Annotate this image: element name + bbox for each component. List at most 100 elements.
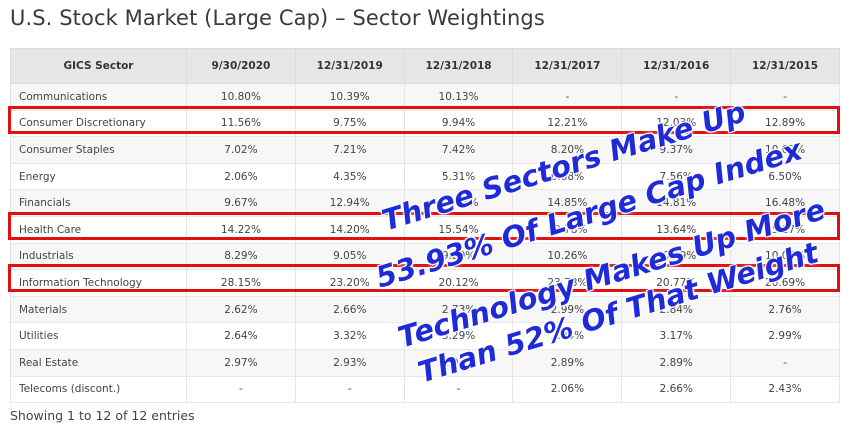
weight-cell: -: [512, 83, 623, 111]
column-header[interactable]: 12/31/2019: [294, 48, 405, 84]
sector-name-cell: Financials: [10, 189, 187, 217]
weight-cell: 12.03%: [621, 110, 732, 138]
weight-cell: 9.75%: [294, 110, 405, 138]
table-row: Telecoms (discont.) - - -2.06% 2.66% 2.43%: [10, 376, 840, 404]
weight-cell: 7.56%: [621, 163, 732, 191]
sector-name-cell: Energy: [10, 163, 187, 191]
weight-cell: 23.20%: [294, 269, 405, 297]
weight-cell: 2.73%: [403, 296, 514, 324]
weight-cell: 2.66%: [294, 296, 405, 324]
weight-cell: 13.78%: [512, 216, 623, 244]
weight-cell: 20.12%: [403, 269, 514, 297]
weight-cell: 8.20%: [512, 136, 623, 164]
weight-cell: 13.64%: [621, 216, 732, 244]
weight-cell: 2.62%: [186, 296, 296, 324]
weight-cell: 15.17%: [730, 216, 840, 244]
weight-cell: 10.13%: [403, 83, 514, 111]
table-row: Consumer Staples 7.02% 7.21% 7.42% 8.20% 9.37…: [10, 136, 840, 164]
table-row: Communications 10.80% 10.39% 10.13% - - -: [10, 83, 840, 111]
sector-name-cell: Utilities: [10, 322, 187, 350]
table-row: Materials 2.62% 2.66% 2.73% 2.99% 2.84% 2.76%: [10, 296, 840, 324]
weight-cell: 9.67%: [186, 189, 296, 217]
sector-name-cell: Consumer Discretionary: [10, 110, 187, 138]
weight-cell: 2.97%: [403, 349, 514, 377]
weight-cell: -: [730, 349, 840, 377]
weight-cell: 28.15%: [186, 269, 296, 297]
weight-cell: 10.39%: [294, 83, 405, 111]
weight-cell: -: [403, 376, 514, 404]
weight-cell: 12.94%: [294, 189, 405, 217]
weight-cell: 6.08%: [512, 163, 623, 191]
weight-cell: 23.78%: [512, 269, 623, 297]
weight-cell: 12.89%: [730, 110, 840, 138]
page-title: U.S. Stock Market (Large Cap) – Sector W…: [10, 6, 545, 30]
weight-cell: 16.48%: [730, 189, 840, 217]
weight-cell: 10.80%: [186, 83, 296, 111]
column-header[interactable]: 12/31/2016: [621, 48, 732, 84]
weight-cell: 12.21%: [512, 110, 623, 138]
weight-cell: 14.85%: [512, 189, 623, 217]
sector-name-cell: Real Estate: [10, 349, 187, 377]
weight-cell: 7.21%: [294, 136, 405, 164]
table-row: Utilities 2.64% 3.32% 3.29% 2.94% 3.17% 2.99%: [10, 322, 840, 350]
weight-cell: 3.32%: [294, 322, 405, 350]
column-header[interactable]: 12/31/2015: [730, 48, 840, 84]
table-row: Real Estate 2.97% 2.93% 2.97% 2.89% 2.89% -: [10, 349, 840, 377]
weight-cell: 6.50%: [730, 163, 840, 191]
weight-cell: 9.37%: [621, 136, 732, 164]
weight-cell: 2.66%: [621, 376, 732, 404]
sector-name-cell: Materials: [10, 296, 187, 324]
weight-cell: 2.99%: [512, 296, 623, 324]
weight-cell: 7.02%: [186, 136, 296, 164]
weight-cell: 9.94%: [403, 110, 514, 138]
weight-cell: 11.56%: [186, 110, 296, 138]
table-row: Energy 2.06% 4.35% 5.31% 6.08% 7.56% 6.50%: [10, 163, 840, 191]
table-row: Health Care 14.22% 14.20% 15.54% 13.78% 13.64…: [10, 216, 840, 244]
weight-cell: 2.94%: [512, 322, 623, 350]
weight-cell: 2.89%: [512, 349, 623, 377]
table-row: Financials 9.67% 12.94% 13.31% 14.85% 14.81% 1…: [10, 189, 840, 217]
weight-cell: 10.19%: [621, 243, 732, 271]
weight-cell: 4.35%: [294, 163, 405, 191]
weight-cell: 3.29%: [403, 322, 514, 350]
weight-cell: 20.69%: [730, 269, 840, 297]
weight-cell: 2.97%: [186, 349, 296, 377]
weight-cell: 14.81%: [621, 189, 732, 217]
table-body: Communications 10.80% 10.39% 10.13% - - - Consu…: [10, 83, 840, 404]
weight-cell: 15.54%: [403, 216, 514, 244]
weight-cell: 9.20%: [403, 243, 514, 271]
column-header[interactable]: 12/31/2017: [512, 48, 623, 84]
weight-cell: 2.76%: [730, 296, 840, 324]
weight-cell: -: [621, 83, 732, 111]
weight-cell: 2.06%: [512, 376, 623, 404]
column-header[interactable]: 9/30/2020: [186, 48, 296, 84]
weight-cell: 10.26%: [512, 243, 623, 271]
weight-cell: 14.20%: [294, 216, 405, 244]
table-row: Industrials 8.29% 9.05% 9.20% 10.26% 10.19% 10…: [10, 243, 840, 271]
sector-weightings-table: GICS Sector 9/30/2020 12/31/2019 12/31/2…: [10, 48, 840, 404]
weight-cell: 20.77%: [621, 269, 732, 297]
weight-cell: 5.31%: [403, 163, 514, 191]
weight-cell: 2.84%: [621, 296, 732, 324]
table-header-row: GICS Sector 9/30/2020 12/31/2019 12/31/2…: [10, 48, 840, 84]
weight-cell: 2.43%: [730, 376, 840, 404]
table-row: Information Technology 28.15% 23.20% 20.12%…: [10, 269, 840, 297]
sector-name-cell: Telecoms (discont.): [10, 376, 187, 404]
weight-cell: 8.29%: [186, 243, 296, 271]
sector-name-cell: Consumer Staples: [10, 136, 187, 164]
sector-name-cell: Communications: [10, 83, 187, 111]
table-info-footer: Showing 1 to 12 of 12 entries: [10, 408, 195, 423]
weight-cell: 2.89%: [621, 349, 732, 377]
weight-cell: 13.31%: [403, 189, 514, 217]
column-header[interactable]: GICS Sector: [10, 48, 187, 84]
weight-cell: -: [730, 83, 840, 111]
sector-name-cell: Information Technology: [10, 269, 187, 297]
weight-cell: 2.64%: [186, 322, 296, 350]
weight-cell: 2.93%: [294, 349, 405, 377]
column-header[interactable]: 12/31/2018: [403, 48, 514, 84]
table-row: Consumer Discretionary 11.56% 9.75% 9.94% 12…: [10, 110, 840, 138]
sector-name-cell: Health Care: [10, 216, 187, 244]
weight-cell: -: [294, 376, 405, 404]
weight-cell: 2.06%: [186, 163, 296, 191]
weight-cell: 10.05%: [730, 136, 840, 164]
